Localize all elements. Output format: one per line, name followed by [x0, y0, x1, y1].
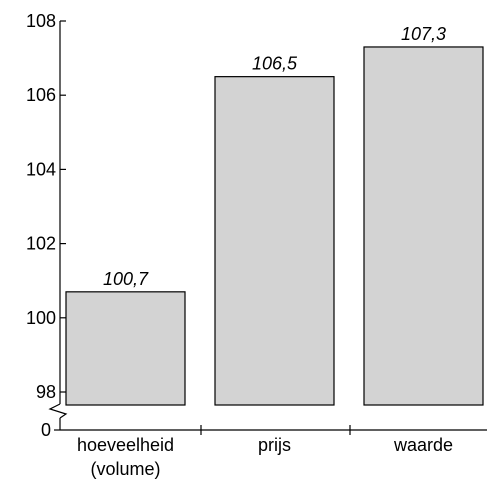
- x-category-label-line: (volume): [90, 459, 160, 479]
- bar-value-label: 107,3: [401, 24, 446, 44]
- x-category-label: hoeveelheid (volume): [77, 435, 174, 479]
- axis-break-band: [61, 406, 488, 418]
- bar: [214, 76, 335, 406]
- y-tick-label: 98: [36, 382, 56, 402]
- x-category-label-line: waarde: [393, 435, 453, 455]
- x-category-label-line: prijs: [258, 435, 291, 455]
- bar-value-label: 100,7: [103, 269, 149, 289]
- bar-value-label: 106,5: [252, 54, 298, 74]
- x-category-label-line: hoeveelheid: [77, 435, 174, 455]
- zero-tick-label: 0: [41, 420, 51, 440]
- axes-layer: [48, 20, 488, 435]
- y-tick-label: 100: [26, 308, 56, 328]
- bars-layer: [65, 46, 484, 406]
- bar: [65, 291, 186, 406]
- y-tick-label: 102: [26, 234, 56, 254]
- x-category-label: prijs: [258, 435, 291, 455]
- bar: [363, 46, 484, 406]
- labels-layer: 100,7 106,5 107,3 98 100 102 104 106 108 0 hoeveel…: [26, 11, 453, 479]
- y-axis-break-mark: [48, 403, 68, 419]
- y-tick-label: 104: [26, 159, 56, 179]
- y-tick-label: 108: [26, 11, 56, 31]
- x-category-label: waarde: [393, 435, 453, 455]
- y-tick-label: 106: [26, 85, 56, 105]
